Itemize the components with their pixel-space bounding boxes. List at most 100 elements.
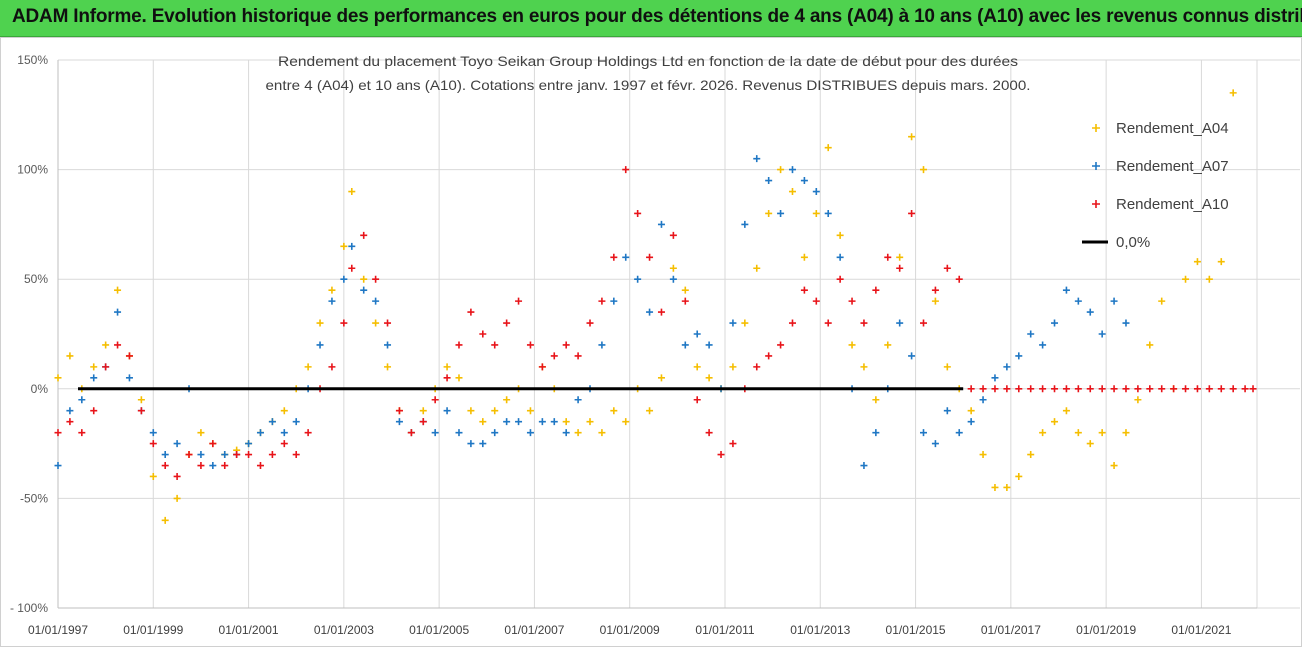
data-point — [729, 363, 737, 371]
data-point — [1110, 462, 1118, 470]
x-tick-label: 01/01/1999 — [123, 623, 183, 637]
data-point — [765, 177, 773, 185]
data-point — [372, 297, 380, 305]
report-banner: ADAM Informe. Evolution historique des p… — [0, 0, 1302, 37]
data-point — [979, 385, 987, 393]
data-point — [610, 297, 618, 305]
data-point — [753, 264, 761, 272]
data-point — [149, 440, 157, 448]
data-point — [920, 429, 928, 437]
x-tick-label: 01/01/2003 — [314, 623, 374, 637]
data-point — [717, 451, 725, 459]
data-point — [90, 374, 98, 382]
data-point — [646, 308, 654, 316]
data-point — [931, 440, 939, 448]
data-point — [209, 462, 217, 470]
x-tick-label: 01/01/2005 — [409, 623, 469, 637]
data-point — [161, 516, 169, 524]
data-point — [54, 462, 62, 470]
data-point — [256, 429, 264, 437]
data-point — [562, 429, 570, 437]
data-point — [221, 451, 229, 459]
data-point — [586, 319, 594, 327]
data-point — [125, 374, 133, 382]
x-axis-tick-labels: 01/01/1997 01/01/1999 01/01/2001 01/01/2003… — [28, 623, 1232, 637]
data-point — [1086, 440, 1094, 448]
data-point — [705, 374, 713, 382]
data-point — [360, 286, 368, 294]
data-point — [622, 253, 630, 261]
data-point — [66, 418, 74, 426]
data-point — [800, 253, 808, 261]
data-point — [149, 429, 157, 437]
data-point — [705, 429, 713, 437]
data-point — [280, 407, 288, 415]
data-point — [848, 297, 856, 305]
data-point — [681, 286, 689, 294]
data-point — [681, 341, 689, 349]
data-point — [598, 341, 606, 349]
data-point — [896, 253, 904, 261]
data-point — [1217, 258, 1225, 266]
data-point — [586, 418, 594, 426]
data-point — [979, 396, 987, 404]
chart-frame — [0, 37, 1302, 647]
data-point — [78, 396, 86, 404]
data-point — [872, 286, 880, 294]
data-point — [1229, 385, 1237, 393]
data-point — [931, 297, 939, 305]
data-point — [1249, 385, 1257, 393]
data-point — [1158, 385, 1166, 393]
data-point — [467, 440, 475, 448]
data-point — [1086, 308, 1094, 316]
data-point — [292, 418, 300, 426]
data-point — [348, 242, 356, 250]
data-point — [384, 319, 392, 327]
data-point — [646, 253, 654, 261]
data-point — [467, 407, 475, 415]
data-point — [491, 341, 499, 349]
data-point — [360, 275, 368, 283]
x-tick-label: 01/01/2021 — [1171, 623, 1231, 637]
data-point — [800, 177, 808, 185]
data-point — [1146, 385, 1154, 393]
data-point — [256, 462, 264, 470]
data-point — [526, 341, 534, 349]
data-point — [812, 209, 820, 217]
data-point — [328, 363, 336, 371]
x-tick-label: 01/01/1997 — [28, 623, 88, 637]
data-point — [800, 286, 808, 294]
data-point — [340, 319, 348, 327]
data-point — [340, 242, 348, 250]
x-tick-label: 01/01/2017 — [981, 623, 1041, 637]
data-point — [610, 253, 618, 261]
legend-item: 0,0% — [1082, 234, 1150, 251]
data-point — [360, 231, 368, 239]
data-point — [1241, 385, 1249, 393]
data-point — [173, 440, 181, 448]
data-point — [1205, 385, 1213, 393]
data-point — [328, 297, 336, 305]
data-point — [102, 341, 110, 349]
data-point — [943, 407, 951, 415]
data-point — [693, 363, 701, 371]
data-point — [526, 429, 534, 437]
data-point — [1193, 385, 1201, 393]
data-point — [268, 418, 276, 426]
data-point — [693, 330, 701, 338]
data-point — [173, 494, 181, 502]
chart-title-line-1: Rendement du placement Toyo Seikan Group… — [278, 53, 1018, 69]
data-point — [598, 429, 606, 437]
data-point — [729, 440, 737, 448]
data-point — [574, 429, 582, 437]
data-point — [753, 155, 761, 163]
data-point — [967, 385, 975, 393]
data-point — [316, 319, 324, 327]
data-point — [384, 341, 392, 349]
data-point — [304, 363, 312, 371]
data-point — [681, 297, 689, 305]
data-point — [431, 429, 439, 437]
data-point — [860, 462, 868, 470]
data-point — [245, 440, 253, 448]
